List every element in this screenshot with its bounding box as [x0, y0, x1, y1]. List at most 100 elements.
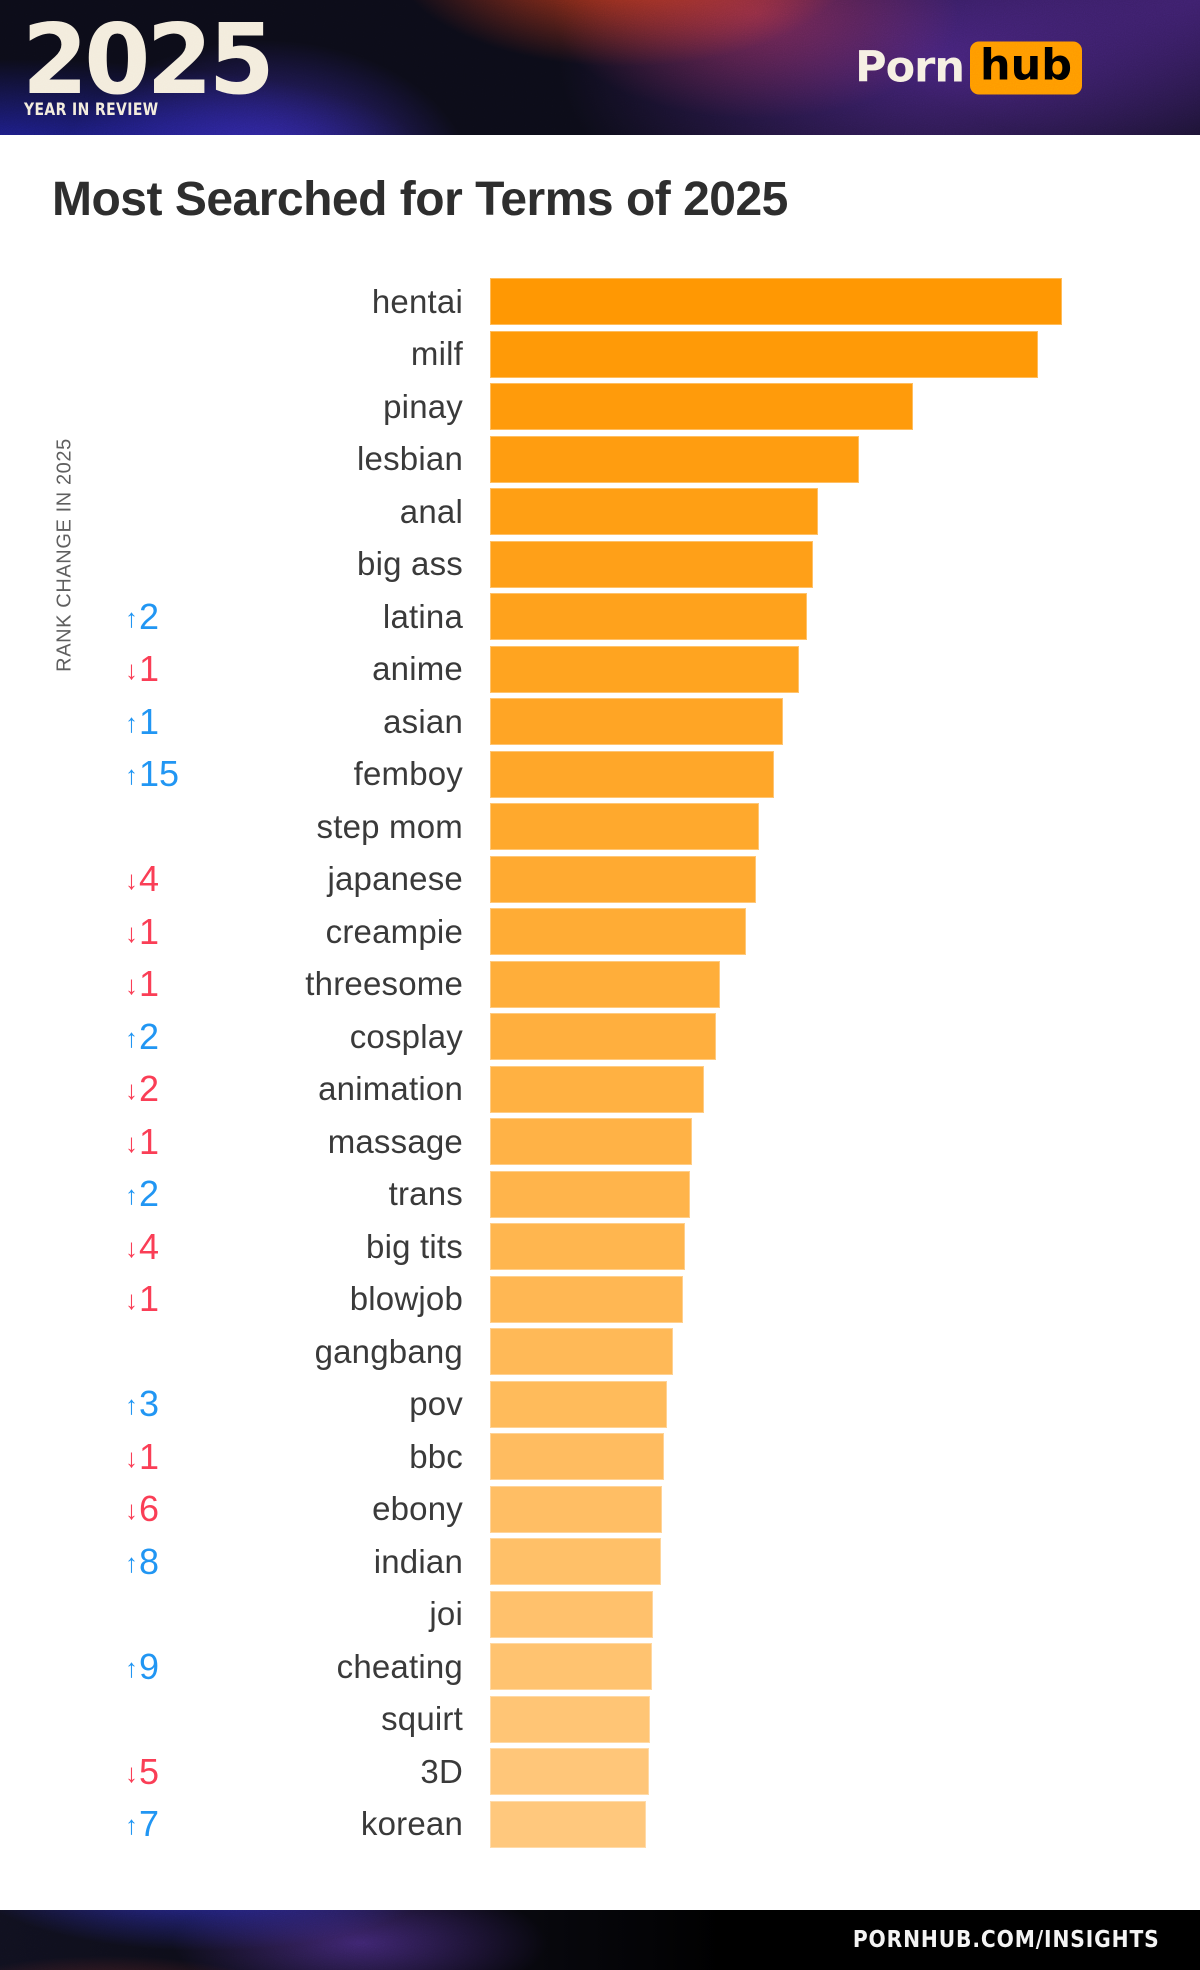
header-banner: 2025 YEAR IN REVIEW Porn hub [0, 0, 1200, 135]
chart-row: squirt [0, 1695, 1200, 1743]
bar-track [490, 750, 1062, 798]
term-bar [490, 855, 756, 903]
term-label: squirt [381, 1700, 463, 1737]
bar-track [490, 698, 1062, 745]
rank-change-indicator: ↓6 [0, 1491, 185, 1527]
chart-row: pinay [0, 383, 1200, 430]
rank-change-indicator: ↑1 [0, 700, 185, 742]
rank-change-indicator: ↓4 [0, 1228, 185, 1265]
chart-row: joi [0, 1590, 1200, 1638]
chart-row: ↓4 japanese [0, 855, 1200, 903]
bar-track [490, 488, 1062, 535]
term-label: milf [410, 335, 463, 372]
chart-row: ↓2 animation [0, 1065, 1200, 1113]
chart-row: ↓5 3D [0, 1748, 1200, 1795]
term-label: cosplay [349, 1017, 463, 1055]
chart-row: ↑9 cheating [0, 1643, 1200, 1690]
term-label: big ass [357, 545, 463, 582]
term-label: joi [429, 1595, 463, 1632]
bar-track [490, 1380, 1062, 1428]
term-bar [490, 1590, 653, 1638]
term-label: asian [383, 702, 463, 740]
term-label: trans [388, 1175, 463, 1212]
rank-change-indicator [0, 284, 185, 320]
rank-change-indicator [0, 546, 185, 582]
rank-arrow-icon: ↑ [125, 1549, 138, 1578]
term-label: animation [318, 1070, 463, 1107]
rank-delta-value: 8 [138, 1540, 159, 1582]
bar-chart: hentai milf pinay lesbian anal big ass ↑… [0, 278, 1200, 1848]
term-label: indian [373, 1542, 463, 1580]
bar-track [490, 278, 1062, 325]
bar-track [490, 435, 1062, 483]
rank-change-indicator: ↓5 [0, 1753, 185, 1790]
rank-delta-value: 1 [138, 1435, 159, 1477]
rank-delta-value: 1 [138, 648, 159, 689]
term-label: ebony [372, 1490, 463, 1527]
chart-row: lesbian [0, 435, 1200, 483]
rank-arrow-icon: ↓ [125, 1287, 138, 1315]
term-label: massage [327, 1122, 463, 1160]
term-label: lesbian [357, 440, 463, 477]
rank-change-indicator: ↓2 [0, 1071, 185, 1107]
chart-row: ↓1 threesome [0, 960, 1200, 1008]
term-bar [490, 698, 783, 745]
term-bar [490, 488, 818, 535]
rank-change-indicator: ↑7 [0, 1806, 185, 1842]
term-label: femboy [353, 755, 463, 792]
rank-delta-value: 2 [138, 1173, 159, 1214]
term-bar [490, 1485, 663, 1533]
rank-change-indicator: ↑2 [0, 1176, 185, 1212]
chart-row: gangbang [0, 1328, 1200, 1375]
bar-track [490, 960, 1062, 1008]
rank-change-indicator: ↑8 [0, 1540, 185, 1582]
chart-row: ↑2 latina [0, 593, 1200, 640]
term-bar [490, 1433, 664, 1480]
term-bar [490, 1328, 673, 1375]
pornhub-logo-hub-badge: hub [969, 41, 1082, 94]
rank-change-indicator: ↓1 [0, 1281, 185, 1317]
rank-delta-value: 1 [138, 1278, 159, 1319]
bar-track [490, 1433, 1062, 1480]
chart-row: anal [0, 488, 1200, 535]
chart-row: ↑2 cosplay [0, 1013, 1200, 1060]
rank-arrow-icon: ↑ [125, 604, 138, 633]
rank-change-indicator: ↑2 [0, 595, 185, 637]
rank-arrow-icon: ↓ [125, 1444, 138, 1473]
pornhub-logo: Porn hub [855, 41, 1082, 94]
term-label: japanese [327, 860, 463, 897]
rank-delta-value: 4 [138, 858, 159, 899]
rank-delta-value: 1 [138, 1120, 159, 1162]
bar-track [490, 330, 1062, 378]
bar-track [490, 855, 1062, 903]
rank-change-indicator [0, 336, 185, 372]
rank-arrow-icon: ↓ [125, 867, 138, 895]
term-bar [490, 383, 914, 430]
logo-subtitle-text: YEAR IN REVIEW [24, 100, 159, 120]
term-bar [490, 1643, 652, 1690]
bar-track [490, 383, 1062, 430]
rank-delta-value: 1 [138, 700, 159, 742]
term-label: creampie [325, 912, 463, 950]
rank-change-indicator: ↓1 [0, 966, 185, 1002]
rank-change-indicator: ↑15 [0, 756, 185, 792]
term-label: pinay [383, 387, 463, 425]
rank-delta-value: 15 [138, 753, 179, 794]
term-label: korean [360, 1805, 463, 1842]
year-in-review-logo: 2025 YEAR IN REVIEW [22, 10, 276, 121]
bar-track [490, 1118, 1062, 1165]
rank-arrow-icon: ↓ [125, 1497, 138, 1525]
chart-row: ↓6 ebony [0, 1485, 1200, 1533]
bar-track [490, 1065, 1062, 1113]
rank-delta-value: 2 [138, 595, 159, 637]
bar-track [490, 645, 1062, 693]
chart-row: ↓4 big tits [0, 1223, 1200, 1270]
chart-row: ↑3 pov [0, 1380, 1200, 1428]
bar-track [490, 1590, 1062, 1638]
rank-arrow-icon: ↓ [125, 972, 138, 1000]
term-label: anal [399, 492, 463, 530]
rank-change-indicator: ↓1 [0, 651, 185, 687]
chart-row: step mom [0, 803, 1200, 850]
term-bar [490, 1013, 716, 1060]
bar-track [490, 1538, 1062, 1585]
